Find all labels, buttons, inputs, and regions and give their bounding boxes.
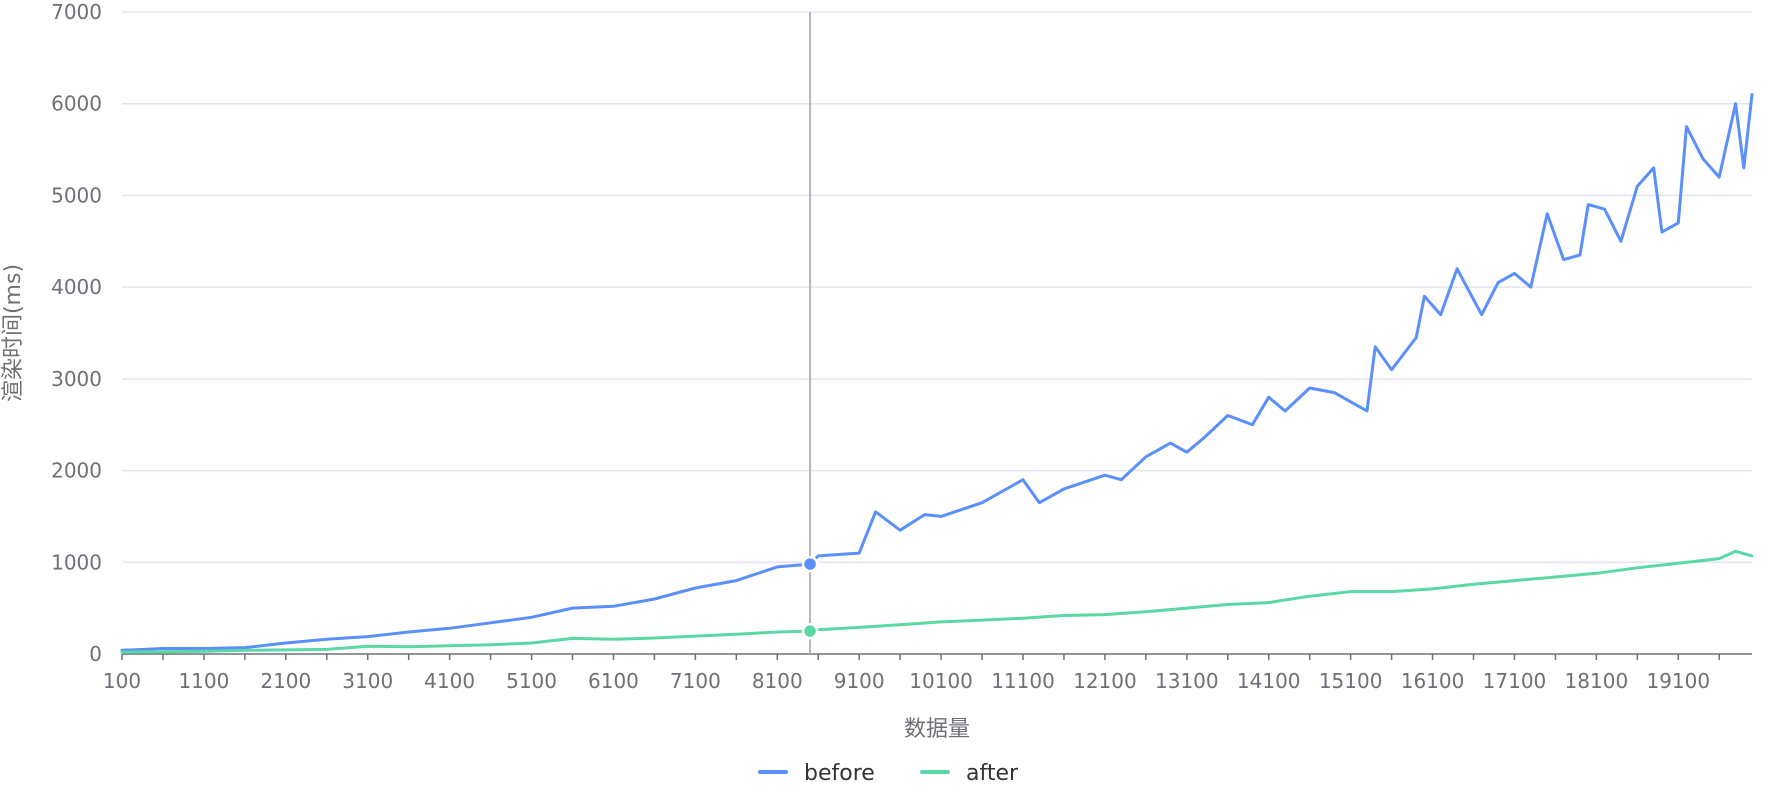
x-tick-label: 19100: [1646, 669, 1710, 693]
x-tick-label: 13100: [1155, 669, 1219, 693]
legend-label: after: [966, 761, 1019, 786]
x-tick-label: 10100: [909, 669, 973, 693]
y-axis-tick-labels: 0 1000 2000 3000 4000 5000 6000 7000: [51, 0, 102, 666]
x-tick-label: 16100: [1401, 669, 1465, 693]
x-tick-label: 15100: [1319, 669, 1383, 693]
x-tick-label: 14100: [1237, 669, 1301, 693]
y-axis-title: 渲染时间(ms): [1, 264, 26, 402]
y-tick-label: 4000: [51, 275, 102, 299]
x-tick-label: 18100: [1565, 669, 1629, 693]
x-axis-title: 数据量: [904, 717, 970, 742]
x-tick-label: 4100: [424, 669, 475, 693]
y-tick-label: 7000: [51, 0, 102, 24]
y-tick-label: 0: [89, 642, 102, 666]
y-tick-label: 2000: [51, 459, 102, 483]
legend-item-before[interactable]: before: [758, 761, 875, 786]
tooltip-point-after[interactable]: [801, 622, 819, 640]
x-axis-tick-labels: 100 1100 2100 3100 4100 5100 6100 7100 8100 9100 1…: [103, 654, 1720, 693]
y-tick-label: 3000: [51, 367, 102, 391]
legend-label: before: [804, 761, 875, 786]
x-tick-label: 2100: [260, 669, 311, 693]
x-tick-label: 8100: [752, 669, 803, 693]
x-tick-label: 7100: [670, 669, 721, 693]
series-line-before[interactable]: [120, 93, 1754, 652]
x-tick-label: 100: [103, 669, 141, 693]
legend-item-after[interactable]: after: [920, 761, 1019, 786]
x-tick-label: 9100: [834, 669, 885, 693]
x-tick-label: 12100: [1073, 669, 1137, 693]
x-tick-label: 1100: [178, 669, 229, 693]
x-tick-label: 17100: [1483, 669, 1547, 693]
legend[interactable]: before after: [758, 761, 1019, 786]
series-lines: [120, 93, 1754, 654]
tooltip-point-before[interactable]: [801, 555, 819, 573]
x-tick-label: 11100: [991, 669, 1055, 693]
x-tick-label: 3100: [342, 669, 393, 693]
grid-lines: [122, 11, 1752, 564]
series-line-after[interactable]: [120, 549, 1754, 654]
x-tick-label: 5100: [506, 669, 557, 693]
x-tick-label: 6100: [588, 669, 639, 693]
tooltip-markers: [801, 555, 819, 640]
y-tick-label: 6000: [51, 92, 102, 116]
y-tick-label: 5000: [51, 183, 102, 207]
y-tick-label: 1000: [51, 550, 102, 574]
